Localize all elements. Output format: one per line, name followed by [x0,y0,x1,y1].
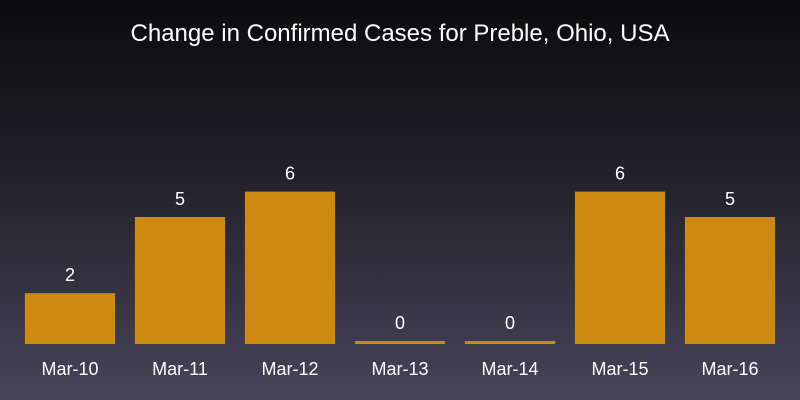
category-label-mar-13: Mar-13 [371,359,428,379]
bars-group [24,191,776,344]
category-label-mar-16: Mar-16 [701,359,758,379]
category-label-mar-11: Mar-11 [152,359,208,379]
value-labels-group: 2 5 6 0 0 6 5 [65,164,735,333]
category-label-mar-15: Mar-15 [591,359,648,379]
category-label-mar-10: Mar-10 [41,359,98,379]
bar-mar-16 [684,217,776,344]
bar-mar-11 [134,217,226,344]
value-label-mar-10: 2 [65,265,75,285]
value-label-mar-12: 6 [285,164,295,184]
category-label-mar-14: Mar-14 [481,359,538,379]
value-label-mar-14: 0 [505,313,515,333]
bar-mar-15 [574,191,666,344]
bar-mar-13 [354,341,446,344]
value-label-mar-15: 6 [615,164,625,184]
category-labels-group: Mar-10 Mar-11 Mar-12 Mar-13 Mar-14 Mar-15 Mar-… [41,359,758,379]
value-label-mar-16: 5 [725,189,735,209]
category-label-mar-12: Mar-12 [261,359,318,379]
value-label-mar-13: 0 [395,313,405,333]
chart-title: Change in Confirmed Cases for Preble, Oh… [130,20,670,47]
bar-mar-12 [244,191,336,344]
bar-mar-10 [24,293,116,344]
bar-mar-14 [464,341,556,344]
value-label-mar-11: 5 [175,189,185,209]
